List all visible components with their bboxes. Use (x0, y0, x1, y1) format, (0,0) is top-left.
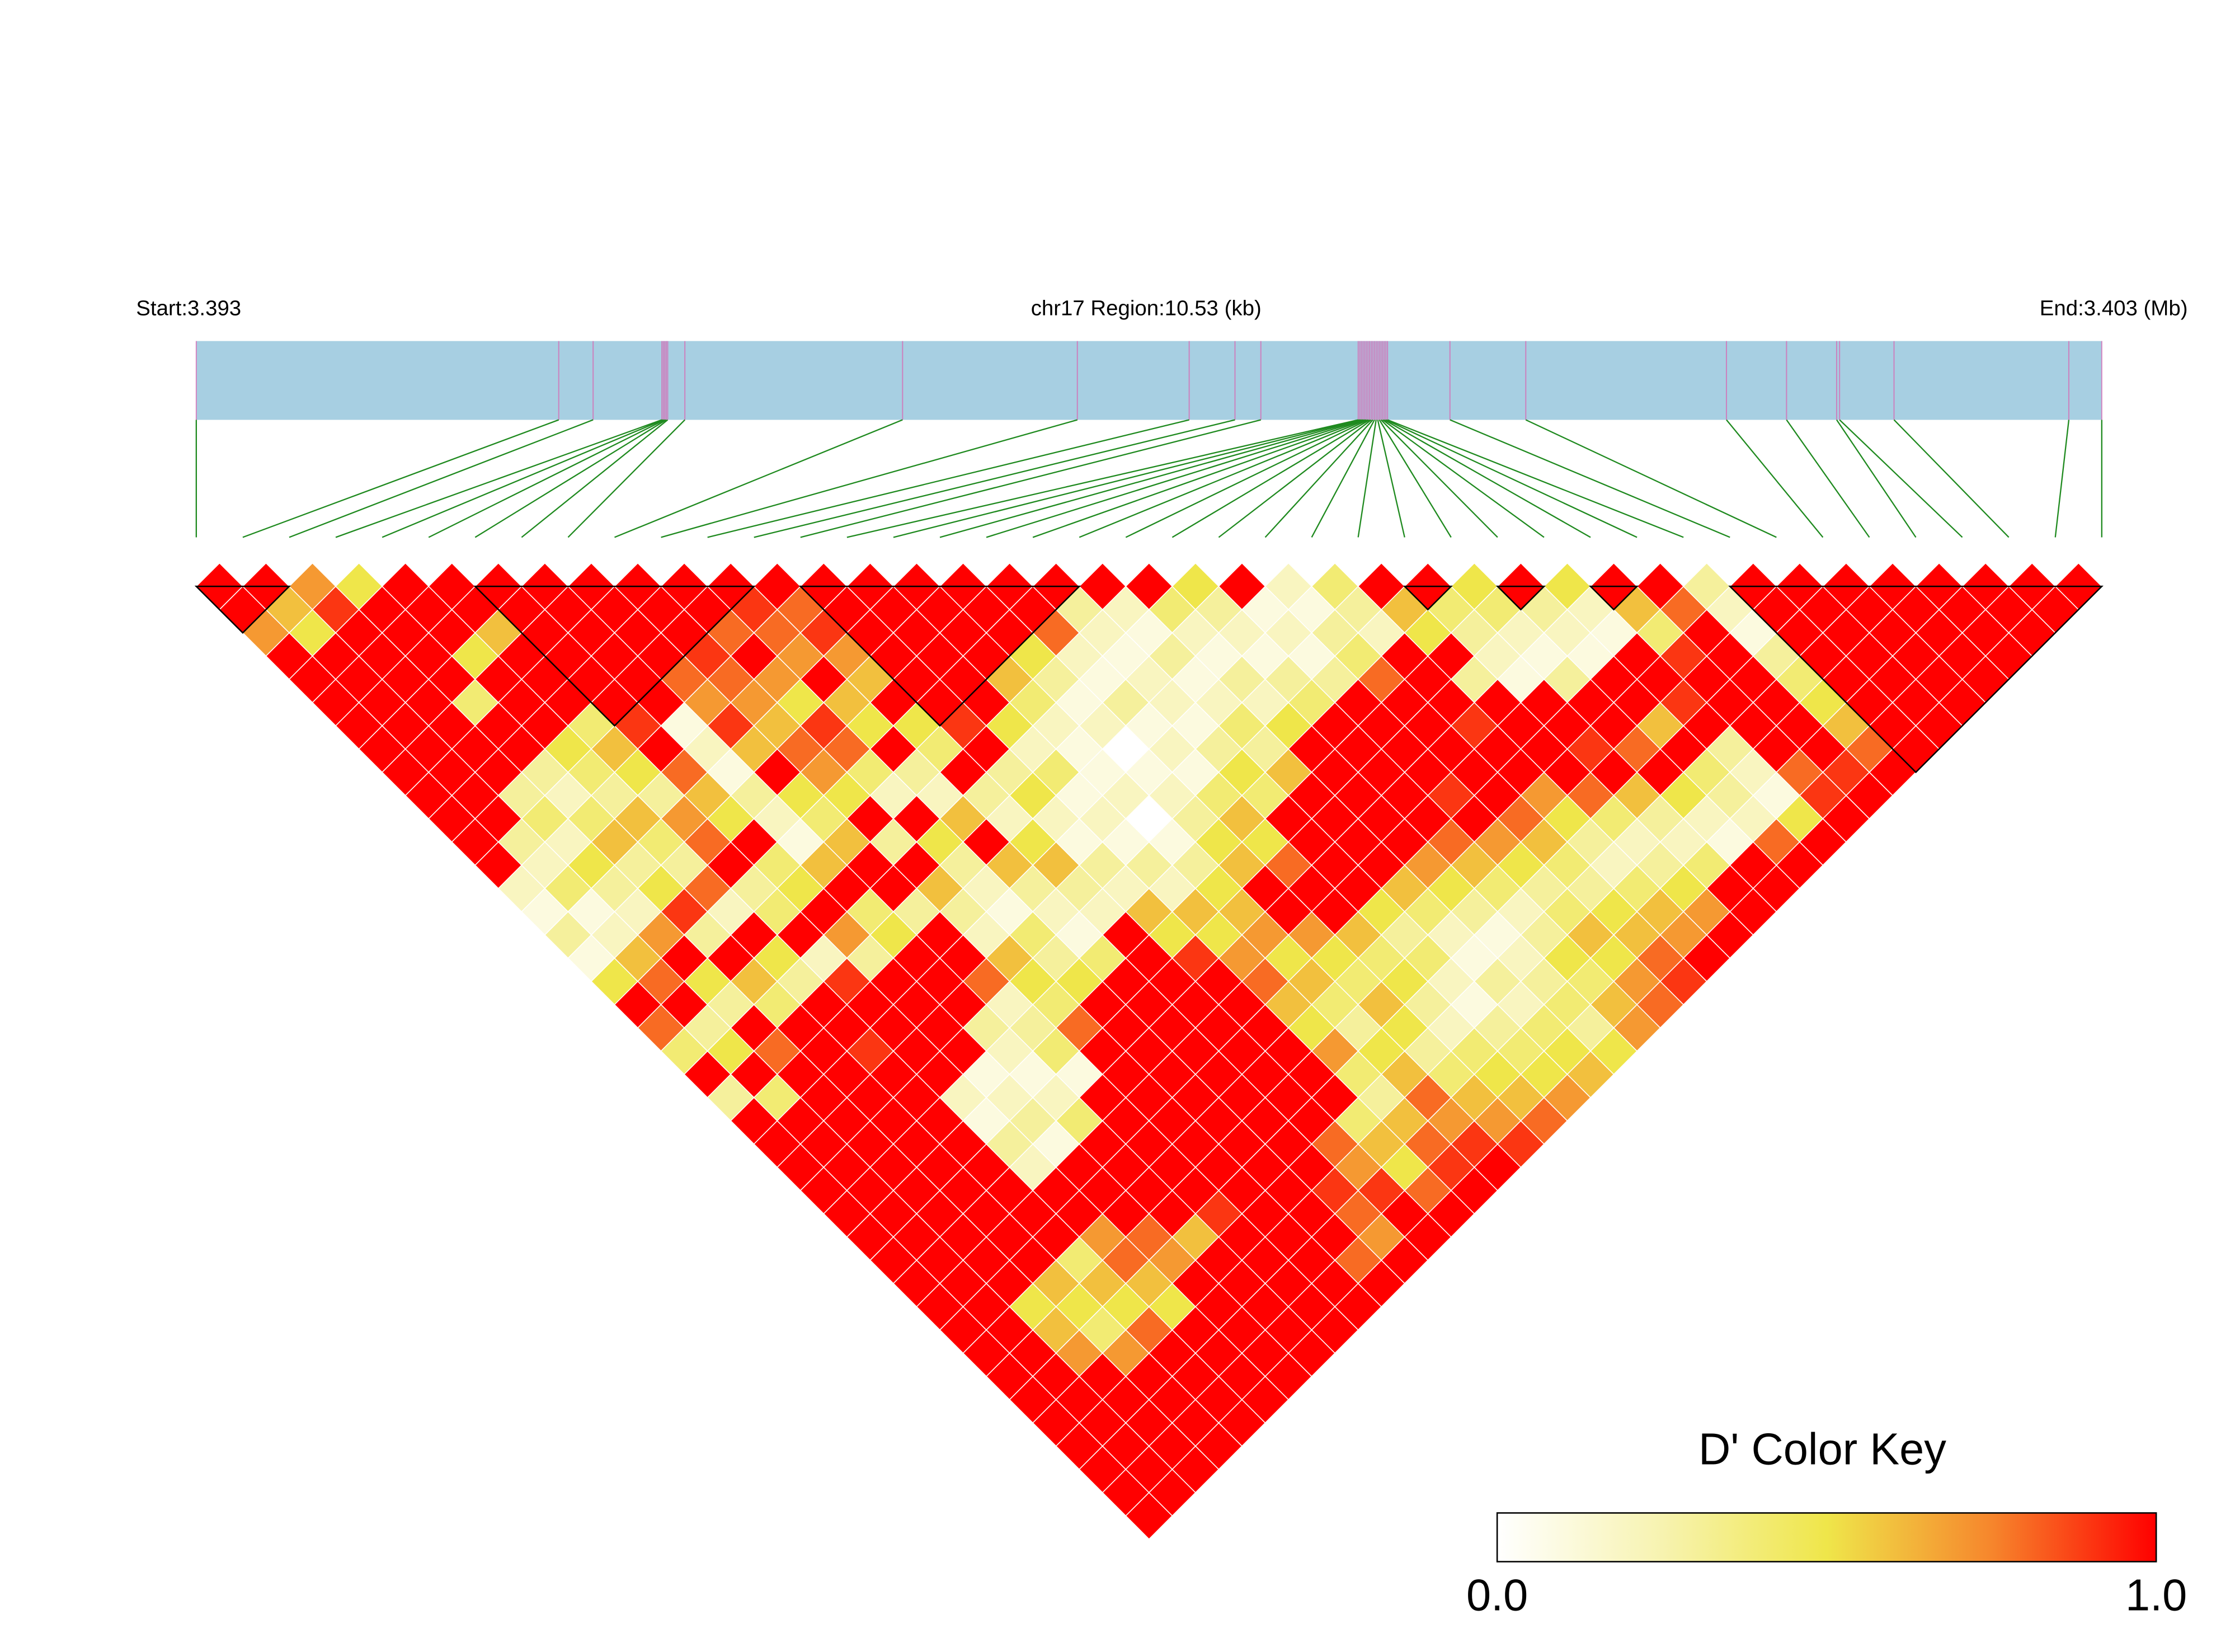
snp-connector (289, 419, 594, 538)
snp-connector (1893, 419, 2010, 538)
start-label: Start:3.393 (136, 296, 241, 321)
colorbar (1496, 1512, 2157, 1562)
snp-connector (754, 419, 1235, 538)
snp-connector (707, 419, 1189, 538)
snp-connector (2054, 420, 2070, 538)
snp-connector (614, 419, 903, 538)
end-label: End:3.403 (Mb) (2040, 296, 2188, 321)
snp-connector (1839, 419, 1963, 538)
snp-connector (1125, 419, 1368, 538)
snp-connector (800, 419, 1262, 538)
ld-block (1588, 585, 1639, 611)
snp-connector (1218, 419, 1372, 538)
snp-connector (1380, 419, 1498, 538)
snp-connector (335, 419, 662, 538)
ld-cells (195, 562, 2102, 1540)
snp-connector (846, 419, 1359, 538)
snp-connector (567, 419, 685, 538)
colorbar-title: D' Color Key (1698, 1424, 1946, 1474)
snp-connector (1786, 419, 1870, 538)
colorbar-tick-label: 1.0 (2125, 1570, 2187, 1620)
colorbar-tick-label: 0.0 (1466, 1570, 1528, 1620)
snp-connector (1377, 420, 1405, 538)
snp-connector (474, 419, 667, 538)
snp-connector (1450, 419, 1730, 538)
snp-connector (1378, 419, 1452, 538)
snp-connector (1357, 420, 1377, 538)
snp-connector (1032, 419, 1365, 538)
snp-connector (521, 419, 669, 538)
ld-block (798, 585, 1081, 727)
snp-connector (1171, 419, 1370, 538)
ld-block (473, 585, 756, 727)
snp-connector (1311, 419, 1375, 538)
snp-connector (382, 419, 664, 538)
snp-connector (1264, 419, 1373, 538)
snp-connector (1385, 419, 1638, 538)
snp-connector (1387, 419, 1684, 538)
snp-connector (661, 419, 1078, 538)
snp-connector (1726, 419, 1824, 538)
snp-connector (1079, 419, 1367, 538)
ld-block (1403, 585, 1453, 611)
snp-connector (428, 419, 665, 538)
snp-connector (242, 419, 559, 538)
snp-connector (1836, 419, 1917, 538)
ld-block (194, 585, 291, 634)
region-label: chr17 Region:10.53 (kb) (1031, 296, 1262, 321)
snp-connector (1382, 419, 1545, 538)
snp-connector (1525, 419, 1777, 538)
ld-block (1728, 585, 2104, 774)
snp-connector (939, 419, 1362, 538)
gene-bar (196, 341, 2102, 420)
snp-connector (1384, 419, 1591, 538)
snp-connector (986, 419, 1363, 538)
ld-block (1495, 585, 1546, 611)
snp-connector (893, 419, 1360, 538)
